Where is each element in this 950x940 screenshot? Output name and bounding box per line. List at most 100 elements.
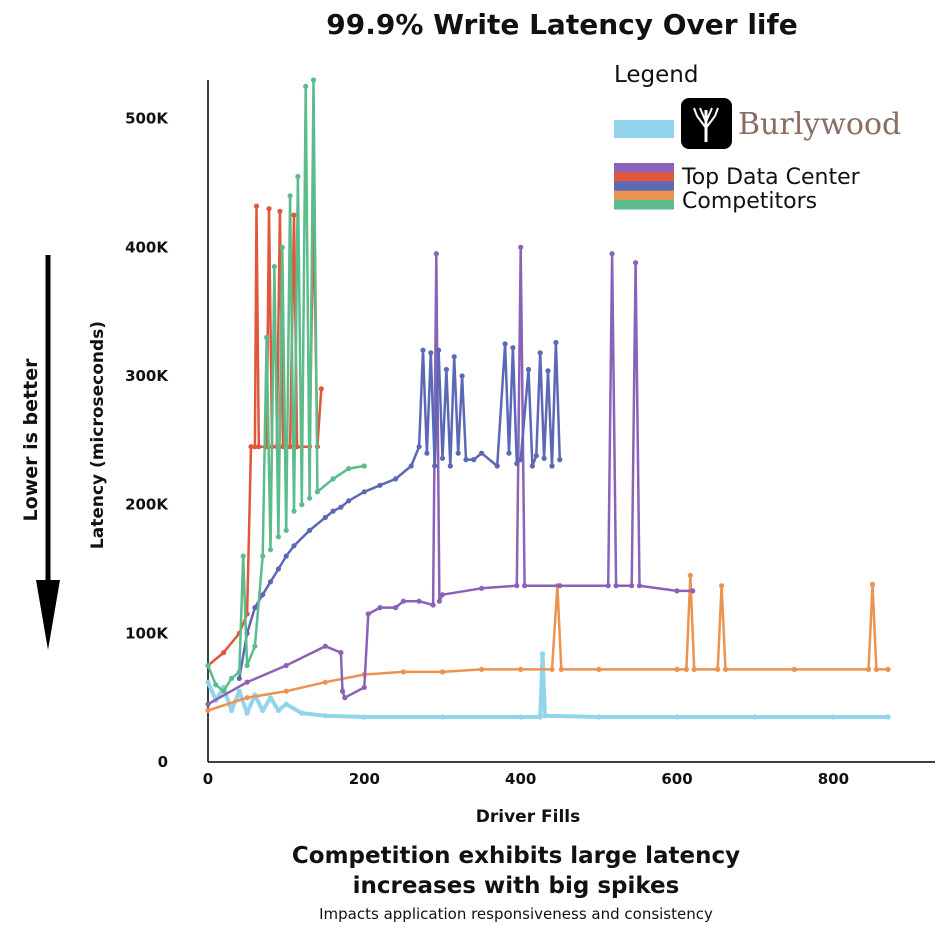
data-point bbox=[629, 583, 635, 589]
data-point bbox=[545, 368, 551, 374]
data-point bbox=[436, 347, 442, 353]
data-point bbox=[271, 264, 277, 270]
data-point bbox=[295, 173, 301, 180]
data-point bbox=[549, 463, 555, 469]
lower-is-better-indicator: Lower is better bbox=[20, 255, 60, 650]
data-point bbox=[314, 489, 320, 495]
series-group bbox=[205, 244, 696, 707]
data-point bbox=[213, 682, 219, 688]
data-point bbox=[264, 334, 270, 340]
data-point bbox=[443, 366, 449, 373]
subcaption: Impacts application responsiveness and c… bbox=[319, 905, 713, 923]
series-line bbox=[206, 651, 889, 719]
data-point bbox=[674, 588, 680, 594]
down-arrow-icon bbox=[36, 580, 60, 650]
competitor-color-band bbox=[614, 163, 674, 173]
data-point bbox=[228, 707, 235, 714]
data-point bbox=[471, 457, 477, 463]
data-point bbox=[393, 476, 399, 482]
data-point bbox=[236, 669, 242, 675]
data-point bbox=[715, 666, 721, 673]
data-point bbox=[260, 592, 266, 598]
legend-competitors-line-2: Competitors bbox=[682, 189, 817, 214]
caption-line-1: Competition exhibits large latency bbox=[292, 843, 740, 869]
data-point bbox=[291, 212, 297, 218]
competitor-color-band bbox=[614, 199, 674, 210]
data-point bbox=[451, 354, 457, 360]
data-point bbox=[318, 386, 324, 392]
data-point bbox=[221, 688, 227, 694]
data-point bbox=[275, 707, 281, 714]
data-point bbox=[479, 585, 485, 591]
data-point bbox=[514, 583, 520, 589]
data-point bbox=[609, 251, 615, 257]
data-point bbox=[674, 666, 680, 673]
data-point bbox=[330, 476, 336, 482]
data-point bbox=[310, 77, 317, 83]
data-point bbox=[303, 83, 309, 89]
y-axis-label: Latency (microseconds) bbox=[88, 321, 108, 549]
data-point bbox=[605, 583, 611, 589]
data-point bbox=[205, 701, 211, 707]
series-line bbox=[206, 78, 365, 693]
data-point bbox=[533, 453, 539, 459]
data-point bbox=[267, 695, 274, 701]
data-point bbox=[400, 669, 406, 675]
data-point bbox=[722, 666, 729, 673]
data-point bbox=[416, 598, 422, 604]
data-point bbox=[424, 450, 430, 456]
data-point bbox=[439, 714, 446, 720]
data-point bbox=[432, 463, 438, 469]
data-point bbox=[248, 444, 254, 450]
data-point bbox=[253, 203, 260, 209]
data-point bbox=[553, 339, 559, 346]
data-point bbox=[522, 583, 528, 589]
data-point bbox=[506, 450, 512, 456]
data-point bbox=[307, 495, 313, 501]
y-tick-label: 100K bbox=[125, 624, 169, 642]
data-point bbox=[260, 553, 266, 559]
data-point bbox=[275, 534, 281, 540]
data-point bbox=[339, 688, 346, 694]
data-point bbox=[518, 714, 524, 720]
data-point bbox=[830, 714, 837, 720]
data-point bbox=[687, 572, 693, 579]
data-point bbox=[338, 650, 344, 656]
data-point bbox=[266, 206, 272, 212]
data-point bbox=[549, 666, 555, 673]
data-point bbox=[439, 455, 446, 461]
data-point bbox=[244, 662, 250, 669]
data-point bbox=[690, 588, 696, 594]
data-point bbox=[205, 707, 211, 714]
data-point bbox=[338, 504, 344, 510]
competitor-color-band bbox=[614, 190, 674, 201]
series-group bbox=[205, 77, 367, 694]
data-point bbox=[228, 675, 235, 682]
data-point bbox=[557, 457, 563, 463]
x-tick-label: 200 bbox=[349, 770, 380, 788]
series-line bbox=[207, 574, 889, 712]
y-tick-label: 200K bbox=[125, 496, 169, 514]
data-point bbox=[518, 244, 524, 250]
data-point bbox=[277, 208, 283, 214]
data-point bbox=[596, 714, 602, 720]
data-point bbox=[252, 605, 258, 611]
legend-swatch-competitors bbox=[614, 163, 674, 210]
data-point bbox=[479, 666, 485, 673]
data-point bbox=[361, 684, 367, 691]
data-point bbox=[205, 679, 211, 685]
data-point bbox=[252, 643, 258, 649]
data-point bbox=[869, 581, 876, 588]
data-point bbox=[275, 566, 281, 572]
data-point bbox=[502, 341, 508, 347]
data-point bbox=[361, 489, 367, 495]
data-point bbox=[518, 666, 524, 673]
data-point bbox=[244, 679, 250, 685]
data-point bbox=[752, 714, 758, 720]
side-label: Lower is better bbox=[20, 358, 42, 522]
data-point bbox=[885, 714, 891, 720]
data-point bbox=[283, 527, 289, 534]
data-point bbox=[267, 547, 274, 553]
legend-brand-name: Burlywood bbox=[738, 107, 901, 142]
data-point bbox=[307, 527, 313, 534]
